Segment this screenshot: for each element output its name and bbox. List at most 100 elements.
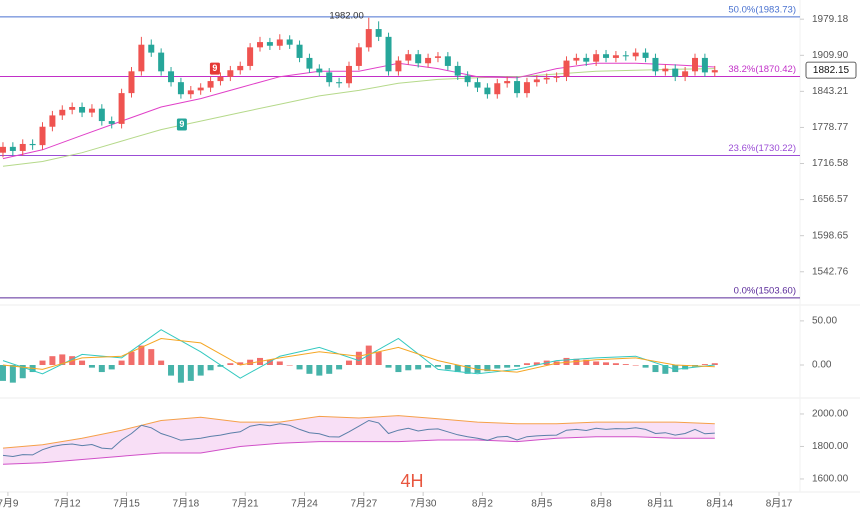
candle-body [177,82,184,95]
candle [523,77,530,98]
macd-bar [237,362,244,365]
x-tick-label: 8月5 [531,498,553,510]
y-tick-label: 1800.00 [812,441,849,452]
candle [355,43,362,71]
macd-bar [583,359,590,365]
candle-body [454,65,461,76]
candle-body [603,54,610,58]
candle [217,72,224,86]
candle-body [662,68,669,72]
candle-body [415,54,422,64]
candle-body [306,57,313,69]
candle [336,77,343,88]
candle-body [632,52,639,57]
x-tick-label: 7月12 [54,498,81,510]
candle-body [672,68,679,77]
candle [701,53,708,77]
candle [652,53,659,76]
candle-body [69,106,76,110]
candle-body [494,83,501,95]
macd-bar [444,365,451,370]
macd-bar [494,365,501,369]
candle-body [711,70,718,73]
candle-body [543,77,550,80]
candle-body [355,47,362,66]
macd-bar [326,365,333,374]
macd-bar [138,345,145,365]
candle [286,35,293,49]
candle [444,52,451,71]
macd-line [2,329,715,379]
band-upper [2,415,715,449]
candle [296,40,303,63]
candle-body [444,56,451,66]
candle-body [701,57,708,73]
candle [632,48,639,61]
candle [533,75,540,87]
candle-body [326,72,333,83]
candle-body [405,54,412,61]
candle [128,67,135,98]
macd-line [2,337,715,373]
y-tick-label: 1909.90 [812,50,849,61]
macd-bar [612,363,619,365]
candle-body [316,68,323,73]
band-lower [2,436,715,465]
macd-bar [49,356,56,365]
candle [464,71,471,87]
candle [474,77,481,93]
candle [118,88,125,129]
candle [266,37,273,50]
candle [682,67,689,82]
td-marker-label: 9 [179,119,184,129]
candle [603,49,610,63]
macd-bar [336,365,343,370]
ma-line [2,68,715,167]
macd-bar [187,365,194,381]
candle-body [276,39,283,46]
candle [711,65,718,77]
macd-bar [711,363,718,365]
macd-bar [514,365,521,367]
candle [553,72,560,83]
y-tick-label: 2000.00 [812,409,849,420]
high-label: 1982.00 [329,10,363,21]
candle-body [593,54,600,62]
candle-body [533,79,540,83]
candle [662,64,669,76]
band-fill [3,415,715,465]
candle [642,48,649,63]
macd-bar [593,361,600,365]
x-tick-label: 7月15 [113,498,140,510]
candle [207,76,214,93]
macd-bar [286,365,293,366]
macd-bar [622,364,629,365]
x-tick-label: 8月17 [766,498,793,510]
macd-bar [306,365,313,374]
macd-bar [642,365,649,368]
candle-body [474,82,481,88]
macd-bar [375,351,382,365]
macd-bar [504,365,511,368]
macd-bar [632,365,639,366]
candle [593,49,600,66]
candle [257,36,264,52]
td-marker-label: 9 [212,63,217,73]
candle [108,116,115,129]
candle [148,39,155,57]
fib-label: 38.2%(1870.42) [728,64,796,75]
price-line [2,419,715,458]
candle [158,48,165,76]
candle-body [108,121,115,124]
y-tick-label: 1656.57 [812,194,849,205]
candle [692,53,699,76]
macd-bar [355,351,362,365]
candle-body [197,87,204,91]
x-tick-label: 7月24 [291,498,318,510]
td-marker [176,118,187,131]
fib-label: 23.6%(1730.22) [728,143,796,154]
macd-bar [464,365,471,374]
candle-body [365,29,372,48]
x-tick-label: 8月14 [706,498,733,510]
candle-body [514,81,521,94]
